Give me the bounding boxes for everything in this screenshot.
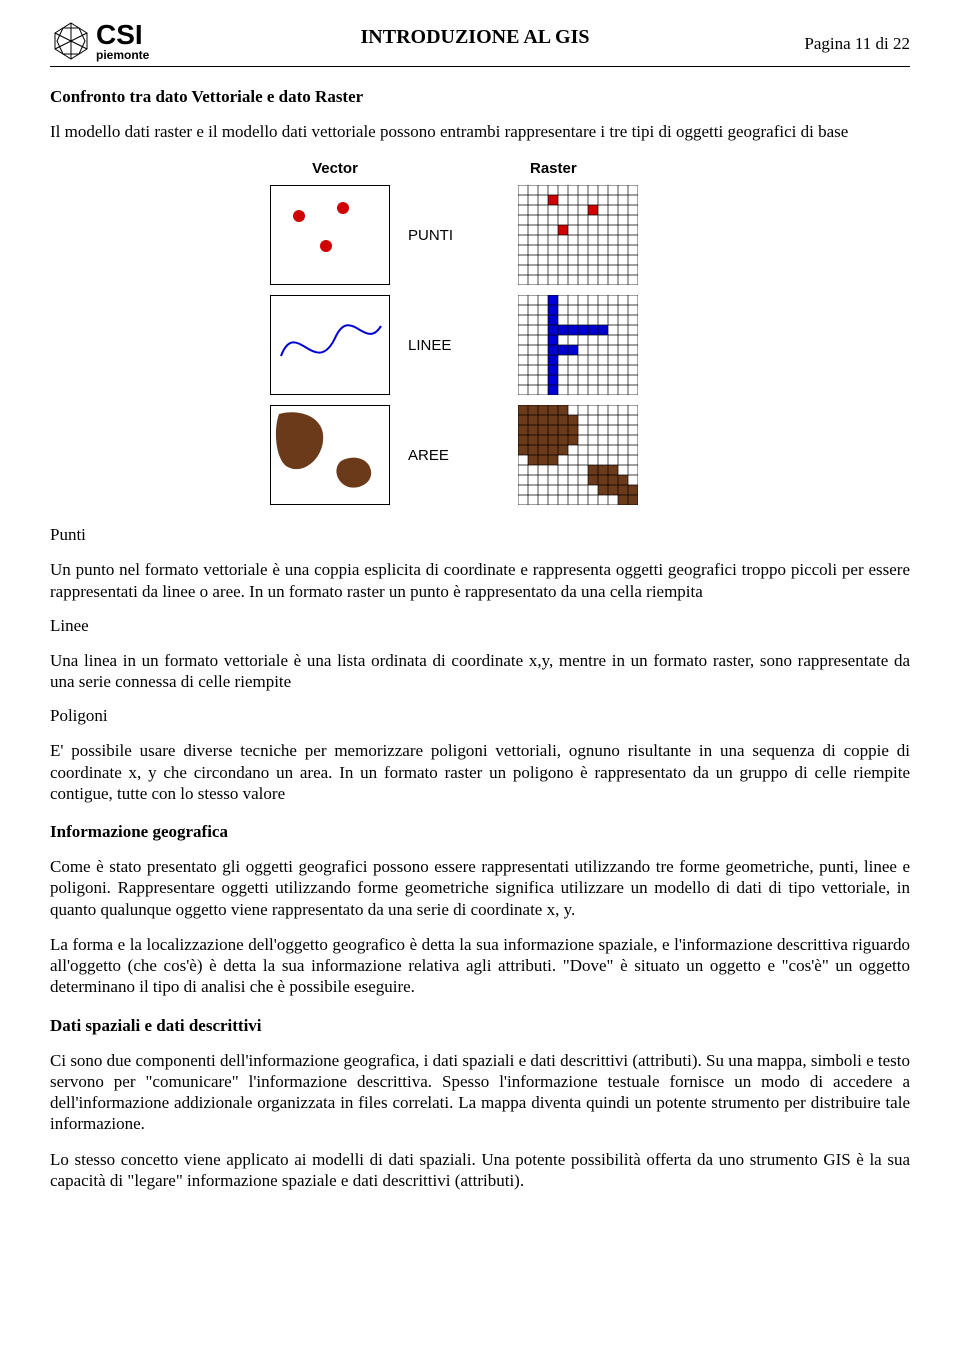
raster-aree-cell xyxy=(518,405,638,505)
para-info2: La forma e la localizzazione dell'oggett… xyxy=(50,934,910,998)
para-info1: Come è stato presentato gli oggetti geog… xyxy=(50,856,910,920)
vector-punti-cell xyxy=(270,185,390,285)
fig-header-vector: Vector xyxy=(270,160,400,177)
fig-row-linee: LINEE xyxy=(270,295,690,395)
logo-block: CSI piemonte xyxy=(50,20,200,62)
subhead-linee: Linee xyxy=(50,616,910,636)
fig-label-aree: AREE xyxy=(390,447,518,464)
fig-label-punti: PUNTI xyxy=(390,227,518,244)
fig-header-raster: Raster xyxy=(510,160,690,177)
page-container: CSI piemonte INTRODUZIONE AL GIS Pagina … xyxy=(0,0,960,1235)
subhead-poligoni: Poligoni xyxy=(50,706,910,726)
vector-aree-cell xyxy=(270,405,390,505)
fig-row-aree: AREE xyxy=(270,405,690,505)
csi-logo-icon xyxy=(50,20,92,62)
para-poligoni: E' possibile usare diverse tecniche per … xyxy=(50,740,910,804)
page-number: Pagina 11 di 22 xyxy=(750,20,910,54)
para-linee: Una linea in un formato vettoriale è una… xyxy=(50,650,910,693)
para-dati: Ci sono due componenti dell'informazione… xyxy=(50,1050,910,1135)
fig-label-linee: LINEE xyxy=(390,337,518,354)
intro-paragraph: Il modello dati raster e il modello dati… xyxy=(50,121,910,142)
subhead-punti: Punti xyxy=(50,525,910,545)
para-dati2: Lo stesso concetto viene applicato ai mo… xyxy=(50,1149,910,1192)
logo-sub-text: piemonte xyxy=(96,49,149,61)
para-punti: Un punto nel formato vettoriale è una co… xyxy=(50,559,910,602)
document-title: INTRODUZIONE AL GIS xyxy=(200,20,750,49)
raster-linee-cell xyxy=(518,295,638,395)
heading-dati: Dati spaziali e dati descrittivi xyxy=(50,1016,910,1036)
page-header: CSI piemonte INTRODUZIONE AL GIS Pagina … xyxy=(50,20,910,67)
raster-punti-cell xyxy=(518,185,638,285)
logo-main-text: CSI xyxy=(96,21,149,49)
vector-raster-figure: Vector Raster PUNTI xyxy=(270,160,690,505)
vector-linee-cell xyxy=(270,295,390,395)
fig-row-punti: PUNTI xyxy=(270,185,690,285)
heading-info-geo: Informazione geografica xyxy=(50,822,910,842)
heading-confronto: Confronto tra dato Vettoriale e dato Ras… xyxy=(50,87,910,107)
